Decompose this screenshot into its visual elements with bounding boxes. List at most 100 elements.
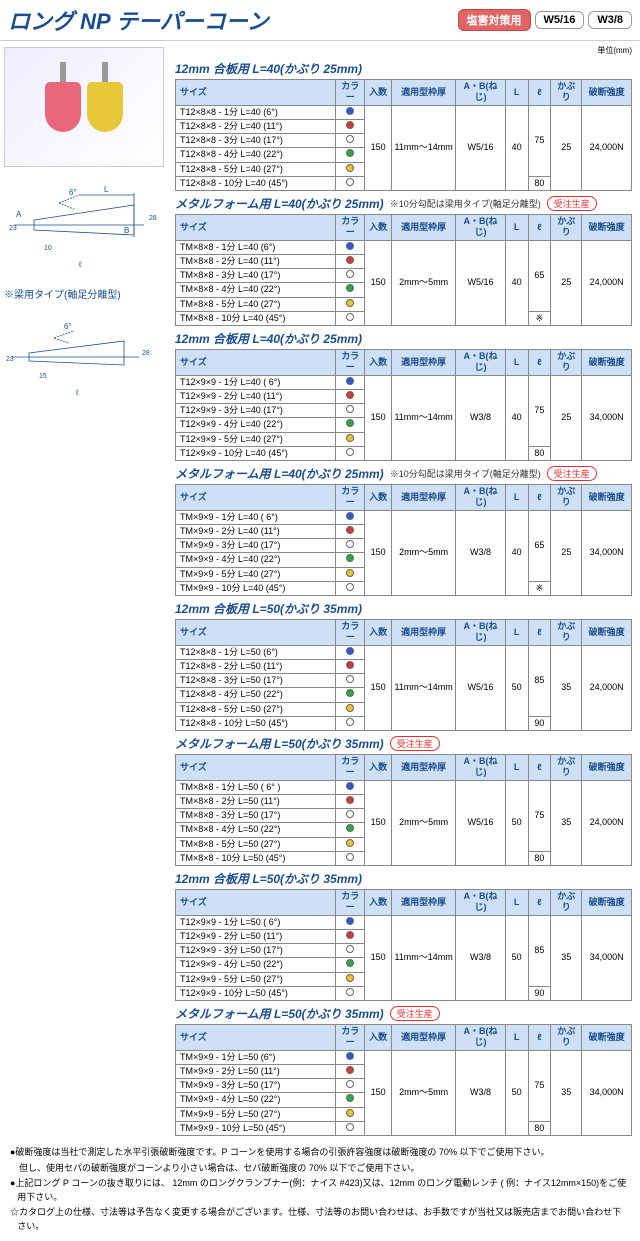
cell-color [336,915,365,929]
col-L: L [505,1025,528,1051]
color-dot [346,299,354,307]
cell-color [336,553,365,567]
cell-color [336,254,365,268]
note-item: 但し、使用セパの破断強度がコーンより小さい場合は、セパ破断強度の 70% 以下で… [10,1162,630,1176]
cell-form: 2mm～5mm [392,510,456,596]
cell-form: 11mm～14mm [392,645,456,731]
cell-form: 2mm～5mm [392,1050,456,1136]
table-row: T12×9×9 - 1分 L=40 ( 6°)15011mm～14mmW3/84… [176,375,632,389]
col-qty: 入数 [365,80,392,106]
table-row: T12×8×8 - 1分 L=50 (6°)15011mm～14mmW5/165… [176,645,632,659]
cell-color [336,240,365,254]
cell-str: 24,000N [582,645,632,731]
svg-text:6°: 6° [64,322,72,331]
cell-str: 34,000N [582,1050,632,1136]
col-size: サイズ [176,80,336,106]
cell-L: 50 [505,645,528,731]
cell-form: 11mm～14mm [392,375,456,461]
cell-L: 40 [505,375,528,461]
cell-qty: 150 [365,105,392,191]
cell-ell: 85 [528,645,551,716]
cell-size: T12×8×8 - 1分 L=50 (6°) [176,645,336,659]
cell-color [336,794,365,808]
section-title-text: メタルフォーム用 L=50(かぶり 35mm) [175,1005,384,1022]
col-color: カラー [336,350,365,376]
col-ab: A・B(ねじ) [456,890,506,916]
cell-size: T12×9×9 - 1分 L=50 ( 6°) [176,915,336,929]
section-title: メタルフォーム用 L=50(かぶり 35mm)受注生産 [175,731,632,754]
cell-size: TM×8×8 - 10分 L=40 (45°) [176,311,336,325]
cell-form: 11mm～14mm [392,915,456,1001]
col-qty: 入数 [365,620,392,646]
cell-color [336,851,365,865]
color-dot [346,675,354,683]
color-dot [346,1109,354,1117]
spec-table: サイズカラー入数適用型枠厚A・B(ねじ)Lℓかぶり破断強度TM×8×8 - 1分… [175,754,632,866]
color-dot [346,974,354,982]
cell-color [336,105,365,119]
col-qty: 入数 [365,485,392,511]
note-item: ●破断強度は当社で測定した水平引張破断強度です。P コーンを使用する場合の引張許… [10,1146,630,1160]
cell-ell: 75 [528,375,551,446]
cell-color [336,539,365,553]
cell-color [336,823,365,837]
col-color: カラー [336,80,365,106]
cell-L: 50 [505,1050,528,1136]
col-ab: A・B(ねじ) [456,620,506,646]
color-dot [346,256,354,264]
cell-color [336,432,365,446]
cell-qty: 150 [365,915,392,1001]
color-dot [346,782,354,790]
cell-qty: 150 [365,240,392,326]
col-ell: ℓ [528,350,551,376]
cell-size: TM×8×8 - 10分 L=50 (45°) [176,851,336,865]
section-title-text: メタルフォーム用 L=40(かぶり 25mm) [175,195,384,212]
section-title: 12mm 合板用 L=50(かぶり 35mm) [175,866,632,889]
cell-size: T12×8×8 - 2分 L=40 (11°) [176,119,336,133]
cell-size: T12×8×8 - 3分 L=50 (17°) [176,674,336,688]
col-str: 破断強度 [582,215,632,241]
section-title: 12mm 合板用 L=40(かぶり 25mm) [175,56,632,79]
col-str: 破断強度 [582,350,632,376]
cell-L: 40 [505,510,528,596]
col-L: L [505,350,528,376]
cell-size: T12×9×9 - 5分 L=50 (27°) [176,972,336,986]
col-str: 破断強度 [582,755,632,781]
cell-size: T12×9×9 - 2分 L=40 (11°) [176,389,336,403]
color-dot [346,540,354,548]
col-L: L [505,80,528,106]
cell-color [336,389,365,403]
cell-size: T12×9×9 - 4分 L=50 (22°) [176,958,336,972]
color-dot [346,689,354,697]
color-dot [346,810,354,818]
cell-color [336,510,365,524]
color-dot [346,1080,354,1088]
header: ロング NP テーパーコーン 塩害対策用 W5/16 W3/8 [0,0,640,41]
note-item: ☆カタログ上の仕様、寸法等は予告なく変更する場合がございます。仕様、寸法等のお問… [10,1206,630,1233]
cell-size: T12×8×8 - 10分 L=50 (45°) [176,716,336,730]
cell-form: 11mm～14mm [392,105,456,191]
cell-ell-last: 90 [528,986,551,1000]
section-title: メタルフォーム用 L=40(かぶり 25mm)※10分勾配は梁用タイプ(軸足分離… [175,191,632,214]
cell-size: TM×9×9 - 2分 L=40 (11°) [176,524,336,538]
spec-table: サイズカラー入数適用型枠厚A・B(ねじ)Lℓかぶり破断強度T12×9×9 - 1… [175,889,632,1001]
color-dot [346,512,354,520]
cell-color [336,780,365,794]
col-L: L [505,890,528,916]
cell-ab: W3/8 [456,915,506,1001]
cell-str: 34,000N [582,375,632,461]
table-row: TM×9×9 - 1分 L=40 ( 6°)1502mm～5mmW3/84065… [176,510,632,524]
color-dot [346,1123,354,1131]
left-column: L 6° A 23 28 B 10 ℓ ※梁用タイプ(軸足分離型) 6° 23 … [0,41,175,1140]
cell-color [336,958,365,972]
made-to-order-badge: 受注生産 [390,1006,440,1021]
col-size: サイズ [176,890,336,916]
svg-text:15: 15 [39,373,47,380]
cell-color [336,1050,365,1064]
col-ab: A・B(ねじ) [456,215,506,241]
svg-text:L: L [104,185,109,194]
cell-cov: 35 [551,915,582,1001]
cell-color [336,929,365,943]
svg-text:10: 10 [44,245,52,252]
col-str: 破断強度 [582,620,632,646]
